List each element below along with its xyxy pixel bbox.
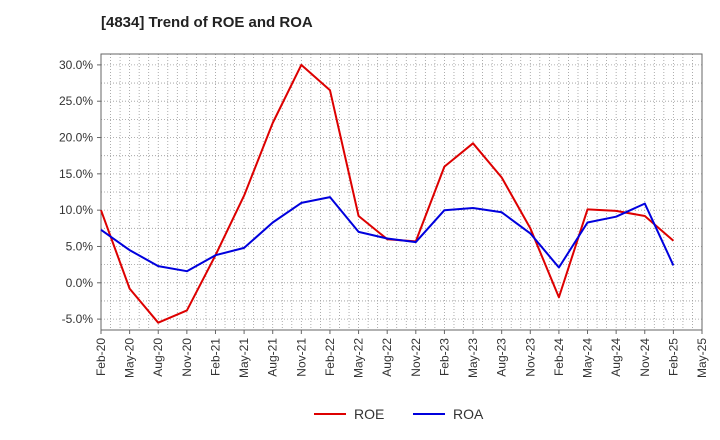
series-line-roe [100,63,675,324]
plot-area [100,53,703,331]
x-axis: Feb-20 May-20 Aug-20 Nov-20 Feb-21 May-21 Aug-… [94,330,709,378]
y-tick-label: -5.0% [62,312,94,326]
x-tick-label: Feb-25 [666,338,680,376]
grid [100,54,703,330]
y-tick-label: 30.0% [59,58,93,72]
x-tick-label: May-24 [581,338,595,378]
x-tick-label: Aug-21 [266,338,280,377]
x-tick-label: Aug-24 [609,338,623,377]
x-tick-label: Feb-23 [437,338,451,376]
legend: ROE ROA [314,406,484,422]
y-tick-label: 20.0% [59,131,93,145]
y-tick-label: 5.0% [66,239,94,253]
x-tick-label: May-20 [123,338,137,378]
x-tick-label: Feb-24 [552,338,566,376]
legend-label-roa: ROA [453,406,484,422]
x-tick-label: May-25 [695,338,709,378]
y-tick-label: 0.0% [66,276,94,290]
x-tick-label: Aug-20 [151,338,165,377]
x-tick-label: Nov-22 [409,338,423,377]
y-tick-label: 25.0% [59,94,93,108]
x-tick-label: Nov-21 [294,338,308,377]
x-tick-label: Aug-22 [380,338,394,377]
x-tick-label: Nov-23 [523,338,537,377]
series-lines [100,63,675,324]
x-tick-label: Nov-24 [638,338,652,377]
x-tick-label: Nov-20 [180,338,194,377]
x-tick-label: Feb-21 [208,338,222,376]
x-tick-label: Feb-20 [94,338,108,376]
x-tick-label: May-21 [237,338,251,378]
y-axis: -5.0% 0.0% 5.0% 10.0% 15.0% 20.0% 25.0% 30.0% [59,58,101,326]
legend-label-roe: ROE [354,406,384,422]
chart-title: [4834] Trend of ROE and ROA [101,14,313,31]
y-tick-label: 15.0% [59,167,93,181]
x-tick-label: Feb-22 [323,338,337,376]
x-tick-label: Aug-23 [495,338,509,377]
x-tick-label: May-22 [352,338,366,378]
x-tick-label: May-23 [466,338,480,378]
series-line-roa [100,196,675,273]
y-tick-label: 10.0% [59,203,93,217]
